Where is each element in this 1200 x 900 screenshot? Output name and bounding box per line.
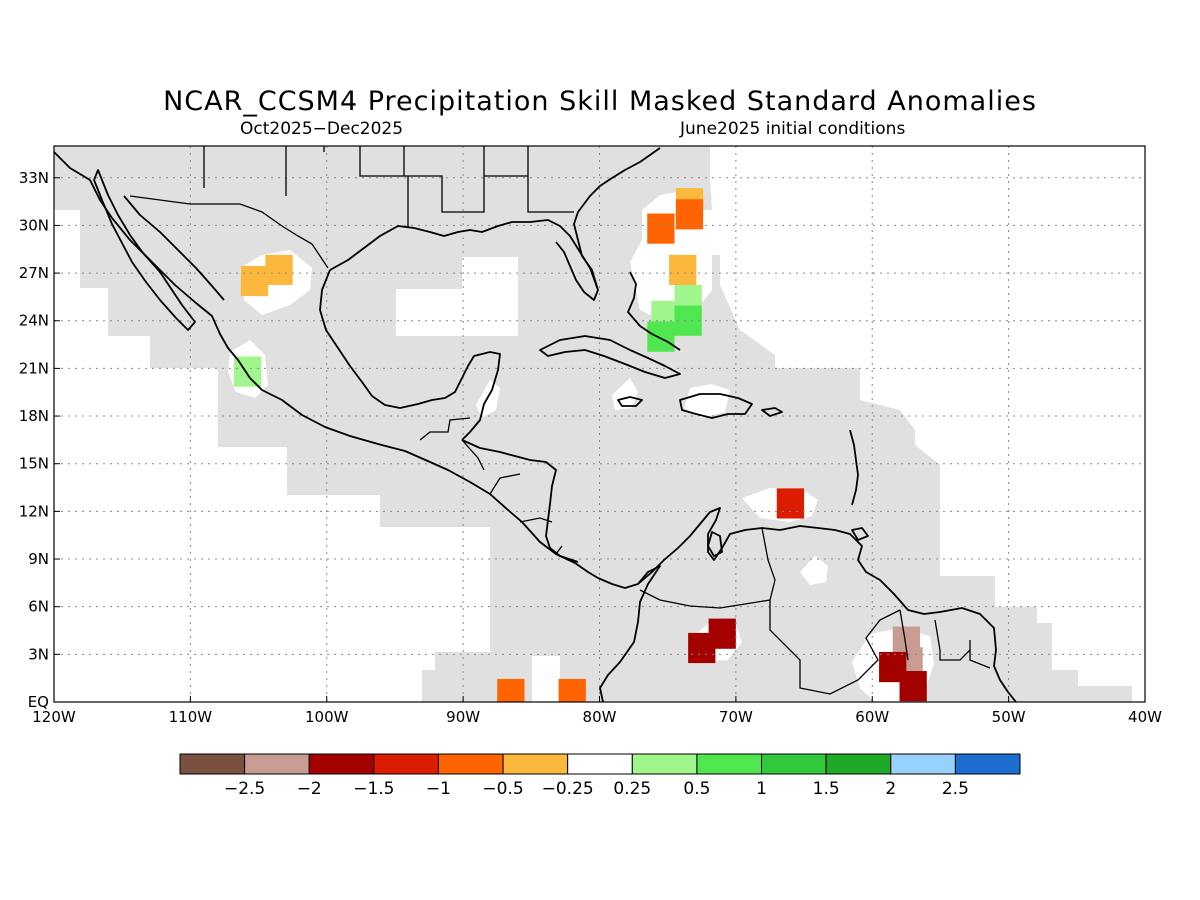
colorbar-label: 0.25 <box>613 779 651 799</box>
border-central-america <box>419 417 563 555</box>
lat-tick-label: 24N <box>19 312 49 330</box>
anomaly-cell-2 <box>647 213 675 244</box>
lon-tick-label: 80W <box>583 708 617 726</box>
colorbar-label: −2 <box>297 779 322 799</box>
lon-tick-label: 70W <box>719 708 753 726</box>
coastlines <box>54 147 1017 702</box>
lon-tick-label: 40W <box>1128 708 1162 726</box>
bahamas <box>627 271 681 351</box>
lesser-antilles <box>849 429 859 506</box>
initial-conditions: June2025 initial conditions <box>680 119 906 139</box>
lon-tick-label: 120W <box>32 708 76 726</box>
colorbar-label: 2.5 <box>942 779 969 799</box>
hole-hispaniola <box>684 384 730 418</box>
colorbar-swatch <box>502 753 569 775</box>
coast-pacific-americas <box>54 151 661 702</box>
anomaly-cell-18 <box>497 678 525 702</box>
anomaly-cell-8 <box>674 305 702 336</box>
anomaly-cell-11 <box>776 488 805 519</box>
colorbar-label: −1.5 <box>353 779 394 799</box>
lat-tick-label: 3N <box>28 645 49 663</box>
colorbar-swatch <box>761 753 827 775</box>
colorbar-swatch <box>954 753 1021 775</box>
colorbar-swatch <box>567 753 633 775</box>
lon-tick-label: 90W <box>446 708 480 726</box>
lat-tick-label: EQ <box>28 693 49 711</box>
lat-tick-label: 12N <box>19 502 49 520</box>
border-us-states <box>359 146 574 228</box>
coast-gulf-of-mexico <box>319 219 599 441</box>
lon-tick-label: 60W <box>855 708 889 726</box>
colorbar-swatch <box>373 753 439 775</box>
hispaniola <box>679 393 753 419</box>
colorbar-swatch <box>696 753 763 775</box>
anomaly-cell-4 <box>240 265 269 297</box>
anomaly-cell-3 <box>265 254 293 285</box>
coast-south-america-north <box>637 507 1017 702</box>
lat-tick-label: 18N <box>19 407 49 425</box>
anomaly-cell-13 <box>708 618 736 649</box>
colorbar-swatch <box>437 753 504 775</box>
colorbar-label: −2.5 <box>224 779 265 799</box>
colorbar-label: −1 <box>426 779 451 799</box>
map-title: NCAR_CCSM4 Precipitation Skill Masked St… <box>163 86 1037 117</box>
colorbar-label: 2 <box>885 779 896 799</box>
border-south-america <box>639 527 991 695</box>
colorbar-label: 1.5 <box>813 779 840 799</box>
colorbar: −2.5 −2 −1.5 −1 −0.5 −0.25 0.25 0.5 1 1.5 2 2.5 <box>179 753 1021 799</box>
lon-tick-label: 50W <box>992 708 1026 726</box>
lat-tick-label: 15N <box>19 455 49 473</box>
lake-maracaibo <box>707 531 723 557</box>
hole-venezuela <box>800 556 828 585</box>
lat-tick-label: 21N <box>19 359 49 377</box>
colorbar-swatch <box>308 753 375 775</box>
coast-gulf-of-california <box>123 195 225 301</box>
lon-tick-label: 100W <box>305 708 349 726</box>
colorbar-label: −0.5 <box>482 779 523 799</box>
anomaly-cell-1 <box>675 199 704 230</box>
colorbar-swatch <box>890 753 956 775</box>
forecast-period: Oct2025−Dec2025 <box>240 119 404 139</box>
colorbar-swatch <box>179 753 246 775</box>
lat-tick-label: 33N <box>19 169 49 187</box>
colorbar-swatch <box>631 753 698 775</box>
anomaly-cell-5 <box>669 254 697 285</box>
colorbar-label: −0.25 <box>542 779 594 799</box>
hole-pacific <box>532 656 560 702</box>
graticule <box>54 146 1145 702</box>
lat-tick-label: 9N <box>28 550 49 568</box>
lat-tick-label: 6N <box>28 598 49 616</box>
puerto-rico <box>761 407 783 417</box>
coast-atlantic-us <box>573 147 661 291</box>
trinidad <box>851 527 869 541</box>
jamaica <box>617 396 643 407</box>
anomaly-cell-9 <box>647 321 675 352</box>
colorbar-label: 1 <box>756 779 767 799</box>
coast-caribbean-central-america <box>461 439 579 563</box>
lat-tick-label: 30N <box>19 216 49 234</box>
anomaly-cells <box>234 188 927 702</box>
lon-tick-label: 110W <box>169 708 213 726</box>
border-us-mexico <box>129 195 329 269</box>
colorbar-label: 0.5 <box>683 779 710 799</box>
colorbar-swatch <box>825 753 892 775</box>
hole-gulf-of-mexico <box>396 257 518 336</box>
cuba <box>539 335 681 379</box>
colorbar-swatch <box>244 753 310 775</box>
lat-tick-label: 27N <box>19 264 49 282</box>
coast-baja-california <box>93 169 196 331</box>
borders <box>129 146 991 695</box>
anomaly-cell-17 <box>899 671 927 702</box>
anomaly-cell-19 <box>558 678 586 702</box>
border-us-canada <box>203 146 325 196</box>
